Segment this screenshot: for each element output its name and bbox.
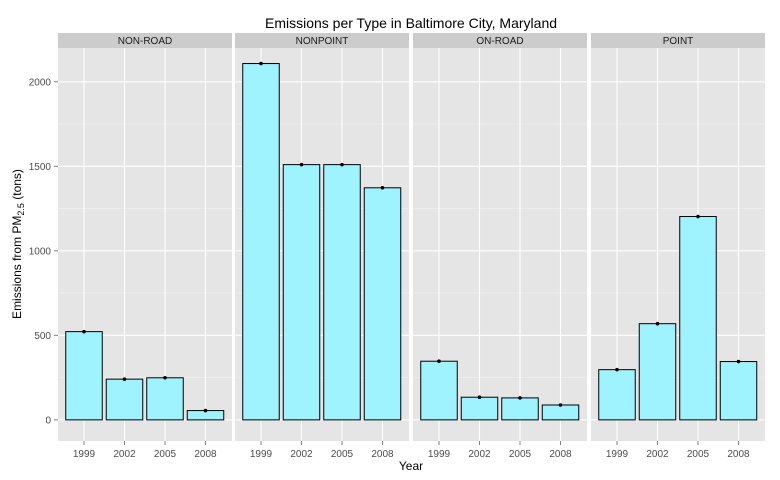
chart-title: Emissions per Type in Baltimore City, Ma… — [265, 15, 557, 31]
bar-non-road-1999 — [65, 331, 103, 421]
strip-label-point: POINT — [663, 36, 694, 47]
point-marker-on-road-2008 — [558, 403, 563, 407]
bar-non-road-2002 — [105, 378, 144, 421]
x-tick-label: 1999 — [250, 449, 273, 460]
x-tick-label: 2002 — [646, 449, 669, 460]
bar-nonpoint-2005 — [323, 164, 361, 421]
x-tick-label: 1999 — [73, 449, 96, 460]
strip-label-on-road: ON-ROAD — [476, 36, 523, 47]
panel-nonpoint: NONPOINT 1999 2002 2005 2008 — [235, 33, 409, 460]
bar-on-road-2008 — [541, 404, 580, 421]
y-axis-title-main: Emissions from PM — [10, 216, 24, 319]
point-marker-point-2008 — [736, 359, 741, 364]
point-marker-point-1999 — [615, 367, 619, 372]
point-marker-nonpoint-2005 — [340, 162, 344, 167]
y-tick-label: 1500 — [29, 162, 52, 173]
point-marker-nonpoint-1999 — [259, 61, 263, 66]
point-marker-non-road-2008 — [203, 408, 208, 413]
bar-on-road-1999 — [420, 360, 458, 421]
y-tick-label: 1000 — [29, 246, 52, 257]
x-tick-label: 2005 — [509, 449, 532, 460]
x-axis-title: Year — [399, 459, 423, 473]
point-marker-non-road-1999 — [82, 329, 86, 334]
x-tick-label: 2008 — [549, 449, 572, 460]
x-tick-label: 2008 — [194, 449, 217, 460]
y-axis-title-subscript: 2.5 — [16, 203, 26, 216]
bar-point-2005 — [679, 216, 717, 421]
bar-point-2002 — [638, 323, 677, 421]
x-tick-label: 2005 — [687, 449, 710, 460]
point-marker-non-road-2005 — [163, 375, 167, 380]
panel-non-road: NON-ROAD 1999 2002 2005 2008 — [58, 33, 232, 460]
y-tick-label: 0 — [45, 415, 51, 426]
x-tick-label: 2002 — [290, 449, 313, 460]
x-tick-label: 2005 — [154, 449, 177, 460]
bar-on-road-2002 — [460, 396, 499, 421]
point-marker-on-road-2005 — [518, 396, 522, 400]
strip-bg — [591, 33, 765, 48]
panel-point: POINT 1999 2002 2005 2008 — [591, 33, 765, 460]
x-tick-label: 2005 — [331, 449, 354, 460]
x-tick-label: 2008 — [727, 449, 750, 460]
bar-nonpoint-1999 — [242, 63, 280, 421]
x-tick-label: 1999 — [606, 449, 629, 460]
y-axis-title-unit: (tons) — [10, 169, 24, 203]
strip-bg — [235, 33, 409, 48]
y-axis: 0 500 1000 1500 2000 — [29, 77, 58, 426]
y-tick-label: 500 — [34, 331, 51, 342]
strip-label-nonpoint: NONPOINT — [296, 36, 349, 47]
y-tick-label: 2000 — [29, 77, 52, 88]
y-axis-title: Emissions from PM2.5 (tons) — [10, 169, 26, 319]
point-marker-nonpoint-2002 — [299, 162, 304, 167]
bar-nonpoint-2008 — [363, 187, 402, 421]
facet-panels: NON-ROAD 1999 2002 2005 2008 NONPOINT 1999 2002… — [58, 33, 765, 460]
x-tick-label: 2002 — [468, 449, 491, 460]
point-marker-on-road-1999 — [437, 359, 441, 364]
bar-point-2008 — [719, 361, 758, 421]
strip-bg — [58, 33, 232, 48]
x-tick-label: 2002 — [113, 449, 136, 460]
point-marker-point-2005 — [696, 214, 700, 219]
point-marker-non-road-2002 — [122, 377, 127, 381]
bar-on-road-2005 — [501, 397, 539, 421]
strip-label-non-road: NON-ROAD — [118, 36, 172, 47]
bar-non-road-2005 — [146, 377, 184, 421]
panel-on-road: ON-ROAD 1999 2002 2005 2008 — [413, 33, 587, 460]
bar-nonpoint-2002 — [282, 164, 321, 421]
point-marker-nonpoint-2008 — [380, 185, 385, 190]
point-marker-on-road-2002 — [477, 395, 482, 400]
x-tick-label: 2008 — [371, 449, 394, 460]
strip-bg — [413, 33, 587, 48]
bar-point-1999 — [598, 369, 636, 421]
point-marker-point-2002 — [655, 321, 660, 326]
x-tick-label: 1999 — [428, 449, 451, 460]
